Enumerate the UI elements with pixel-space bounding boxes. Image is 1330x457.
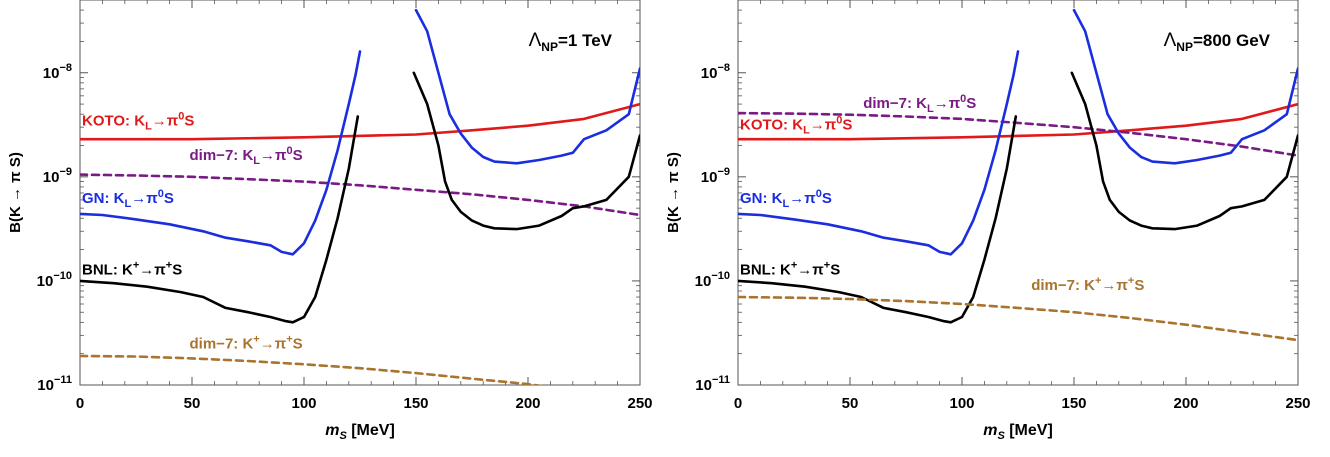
x-tick-label: 0 (734, 395, 742, 412)
series-line-dim-7-neutral (738, 111, 1298, 157)
series-label-dim-7-charged: dim−7: K+→π+S (1031, 275, 1144, 294)
series-label-bnl: BNL: K+→π+S (740, 260, 840, 279)
y-tick-label: 10−8 (43, 62, 72, 82)
lambda-np-annotation: ΛNP=800 GeV (1164, 30, 1271, 54)
series-label-gn: GN: KL→π0S (82, 188, 174, 210)
series-label-dim-7-neutral: dim−7: KL→π0S (863, 93, 976, 115)
series-line-bnl-high (412, 71, 640, 231)
series-label-bnl: BNL: K+→π+S (82, 260, 182, 279)
right-panel: 0 50 100 150 200 250 10−8 10−9 10−10 10−11 B(K → π… (665, 0, 1311, 442)
y-axis-label: B(K → π S) (7, 152, 24, 233)
x-axis-label: mS [MeV] (983, 422, 1053, 442)
plot-frame (79, 0, 641, 386)
series-line-gn (80, 50, 362, 256)
y-tick-label: 10−11 (695, 374, 730, 394)
x-tick-label: 250 (627, 395, 652, 412)
series-label-gn: GN: KL→π0S (740, 188, 832, 210)
series-label-dim-7-neutral: dim−7: KL→π0S (190, 145, 303, 167)
series-label-koto: KOTO: KL→π0S (82, 111, 194, 133)
y-tick-label: 10−8 (701, 62, 730, 82)
series-group (80, 8, 640, 385)
x-tick-label: 200 (1173, 395, 1198, 412)
x-axis-label: mS [MeV] (325, 422, 395, 442)
left-panel: 0 50 100 150 200 250 10−8 10−9 10−10 10−11 B(K → π… (7, 0, 653, 442)
x-tick-label: 50 (842, 395, 859, 412)
series-line-koto (80, 102, 640, 141)
x-tick-label: 0 (76, 395, 84, 412)
x-tick-label: 100 (291, 395, 316, 412)
x-tick-label: 100 (949, 395, 974, 412)
x-tick-label: 150 (403, 395, 428, 412)
y-tick-label: 10−9 (43, 166, 72, 186)
series-line-gn-high (1072, 8, 1298, 165)
series-line-bnl (738, 115, 1018, 324)
y-axis-label: B(K → π S) (665, 152, 682, 233)
series-label-dim-7-charged: dim−7: K+→π+S (190, 333, 303, 352)
series-line-bnl (80, 115, 360, 324)
x-tick-label: 150 (1061, 395, 1086, 412)
series-line-dim-7-charged (80, 354, 544, 385)
x-tick-label: 50 (184, 395, 201, 412)
series-line-bnl-high (1070, 71, 1298, 231)
y-tick-label: 10−9 (701, 166, 730, 186)
lambda-np-annotation: ΛNP=1 TeV (529, 30, 613, 54)
plot-frame (737, 0, 1299, 386)
y-tick-label: 10−11 (37, 374, 72, 394)
y-tick-label: 10−10 (37, 270, 72, 290)
series-line-koto (738, 102, 1298, 141)
series-line-gn-high (414, 8, 640, 165)
x-tick-label: 200 (515, 395, 540, 412)
y-tick-label: 10−10 (695, 270, 730, 290)
series-line-dim-7-charged (738, 295, 1298, 342)
series-group (738, 8, 1298, 342)
series-line-gn (738, 50, 1020, 256)
x-tick-label: 250 (1285, 395, 1310, 412)
series-line-dim-7-neutral (80, 173, 640, 217)
series-label-koto: KOTO: KL→π0S (740, 114, 852, 136)
